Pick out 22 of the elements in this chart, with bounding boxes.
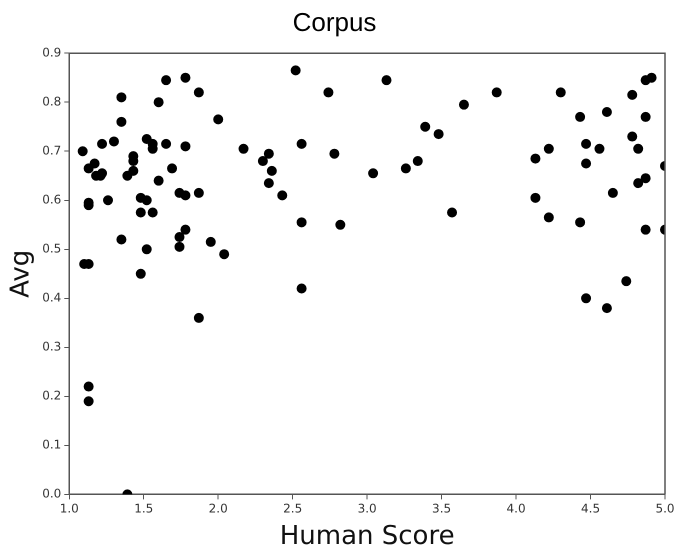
y-tick-label: 0.7 (42, 143, 62, 158)
x-tick-label: 3.0 (358, 502, 377, 516)
x-tick-label: 5.0 (655, 502, 675, 516)
x-tick-label: 4.5 (580, 502, 600, 516)
y-tick-label: 0.4 (42, 290, 62, 304)
x-axis-title: Human Score (280, 521, 455, 552)
y-tick-label: 0.2 (42, 388, 62, 402)
x-tick-label: 2.0 (208, 502, 228, 516)
y-tick-label: 0.9 (42, 45, 62, 60)
x-tick-label: 1.0 (60, 502, 79, 516)
chart-title: Corpus (292, 6, 376, 37)
y-axis-title: Avg (5, 250, 36, 298)
x-tick-label: 1.5 (134, 502, 154, 516)
x-tick-label: 2.5 (283, 502, 302, 516)
x-tick-label: 4.0 (506, 502, 526, 516)
y-tick-label: 0.3 (42, 339, 62, 354)
y-tick-label: 0.0 (42, 486, 62, 501)
y-tick-label: 0.8 (42, 94, 62, 108)
y-tick-label: 0.6 (42, 192, 62, 206)
y-tick-label: 0.1 (42, 438, 62, 452)
y-tick-label: 0.5 (42, 241, 62, 256)
x-tick-label: 3.5 (432, 502, 452, 516)
